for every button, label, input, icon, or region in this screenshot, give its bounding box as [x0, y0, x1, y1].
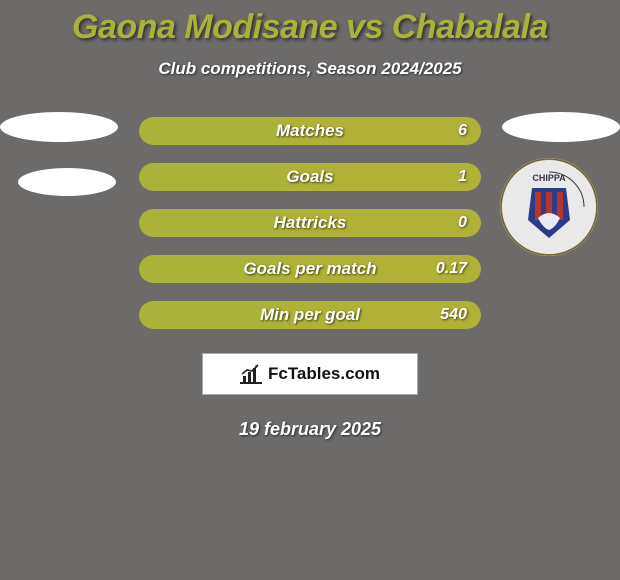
- left-ellipse-2: [18, 168, 116, 196]
- stat-label: Min per goal: [260, 305, 360, 325]
- stat-bar: Matches 6: [139, 117, 481, 145]
- left-ellipse-1: [0, 112, 118, 142]
- date-text: 19 february 2025: [0, 419, 620, 440]
- stat-bar-left-fill: [139, 209, 283, 237]
- stat-bar: Min per goal 540: [139, 301, 481, 329]
- right-placeholder-shapes: CHIPPA: [500, 112, 620, 256]
- stat-label: Goals per match: [243, 259, 376, 279]
- stat-bar: Goals per match 0.17: [139, 255, 481, 283]
- stat-value-right: 0.17: [436, 260, 467, 278]
- crest-text: CHIPPA: [532, 173, 566, 183]
- stat-value-right: 540: [440, 306, 467, 324]
- stat-bar-left-fill: [139, 117, 283, 145]
- left-placeholder-shapes: [0, 112, 118, 196]
- subtitle: Club competitions, Season 2024/2025: [0, 59, 620, 79]
- stat-label: Goals: [286, 167, 333, 187]
- page-title: Gaona Modisane vs Chabalala: [0, 0, 620, 47]
- content: Gaona Modisane vs Chabalala Club competi…: [0, 0, 620, 580]
- chart-icon: [240, 364, 262, 384]
- stat-value-right: 1: [458, 168, 467, 186]
- right-ellipse-1: [502, 112, 620, 142]
- stat-value-right: 6: [458, 122, 467, 140]
- club-crest: CHIPPA: [500, 158, 598, 256]
- site-badge-text: FcTables.com: [268, 364, 380, 384]
- stat-label: Hattricks: [274, 213, 347, 233]
- stat-bar: Goals 1: [139, 163, 481, 191]
- stat-value-right: 0: [458, 214, 467, 232]
- stat-bar: Hattricks 0: [139, 209, 481, 237]
- site-badge[interactable]: FcTables.com: [202, 353, 418, 395]
- stat-bar-left-fill: [139, 163, 283, 191]
- stat-label: Matches: [276, 121, 344, 141]
